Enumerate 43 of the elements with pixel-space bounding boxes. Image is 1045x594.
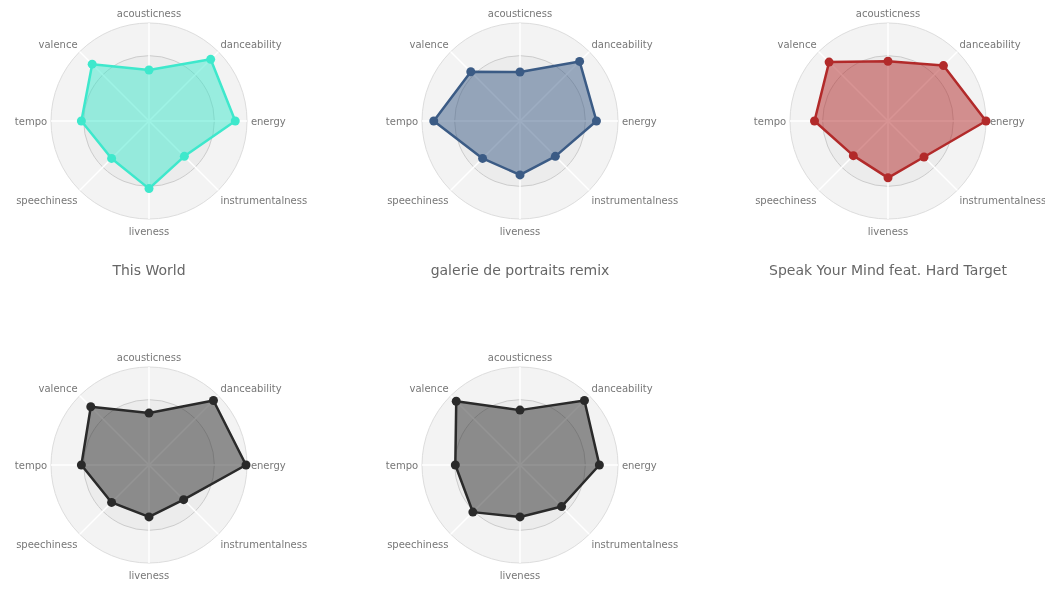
spoke-label: liveness [499, 225, 541, 237]
spoke-label: liveness [128, 569, 170, 581]
spoke-label: tempo [14, 116, 48, 127]
spoke-label: instrumentalness [959, 195, 1045, 207]
spoke-label: tempo [753, 116, 787, 127]
spoke-label: tempo [385, 116, 419, 127]
spoke-label: speechiness [16, 195, 78, 207]
spoke-label: instrumentalness [220, 195, 308, 207]
spoke-label: instrumentalness [591, 195, 679, 207]
spoke-label: liveness [867, 225, 909, 237]
spoke-label: energy [621, 460, 657, 471]
spoke-label: valence [409, 38, 449, 50]
spoke-label: energy [621, 116, 657, 127]
spoke-label: energy [250, 116, 286, 127]
spoke-label: energy [989, 116, 1025, 127]
spoke-label: danceability [220, 382, 282, 394]
spoke-label: valence [38, 382, 78, 394]
text: This World [111, 262, 186, 278]
spoke-label: tempo [14, 460, 48, 471]
spoke-label: liveness [499, 569, 541, 581]
spoke-label: speechiness [387, 539, 449, 551]
spoke-label: valence [777, 38, 817, 50]
spoke-label: danceability [591, 382, 653, 394]
spoke-label: acousticness [855, 8, 921, 20]
text: galerie de portraits remix [430, 262, 610, 278]
spoke-label: energy [250, 460, 286, 471]
spoke-label: speechiness [387, 195, 449, 207]
spoke-label: danceability [591, 38, 653, 50]
spoke-label: acousticness [116, 8, 182, 20]
text: Speak Your Mind feat. Hard Target [769, 262, 1008, 278]
spoke-label: danceability [959, 38, 1021, 50]
spoke-label: speechiness [16, 539, 78, 551]
spoke-label: liveness [128, 225, 170, 237]
spoke-label: valence [38, 38, 78, 50]
spoke-label: speechiness [755, 195, 817, 207]
spoke-label: valence [409, 382, 449, 394]
spoke-label: acousticness [487, 8, 553, 20]
spoke-label: instrumentalness [220, 539, 308, 551]
spoke-label: tempo [385, 460, 419, 471]
spoke-label: acousticness [487, 352, 553, 364]
spoke-label: acousticness [116, 352, 182, 364]
spoke-label: instrumentalness [591, 539, 679, 551]
spoke-label: danceability [220, 38, 282, 50]
